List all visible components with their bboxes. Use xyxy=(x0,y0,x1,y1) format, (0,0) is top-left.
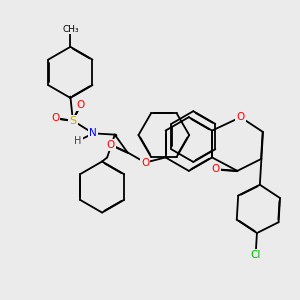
Text: O: O xyxy=(141,158,149,167)
Text: CH₃: CH₃ xyxy=(62,25,79,34)
Text: S: S xyxy=(69,116,76,126)
Text: O: O xyxy=(76,100,85,110)
Text: H: H xyxy=(74,136,82,146)
Text: O: O xyxy=(212,164,220,174)
Text: O: O xyxy=(107,140,115,150)
Text: N: N xyxy=(89,128,97,138)
Text: Cl: Cl xyxy=(250,250,261,260)
Text: O: O xyxy=(51,113,59,123)
Text: O: O xyxy=(236,112,245,122)
